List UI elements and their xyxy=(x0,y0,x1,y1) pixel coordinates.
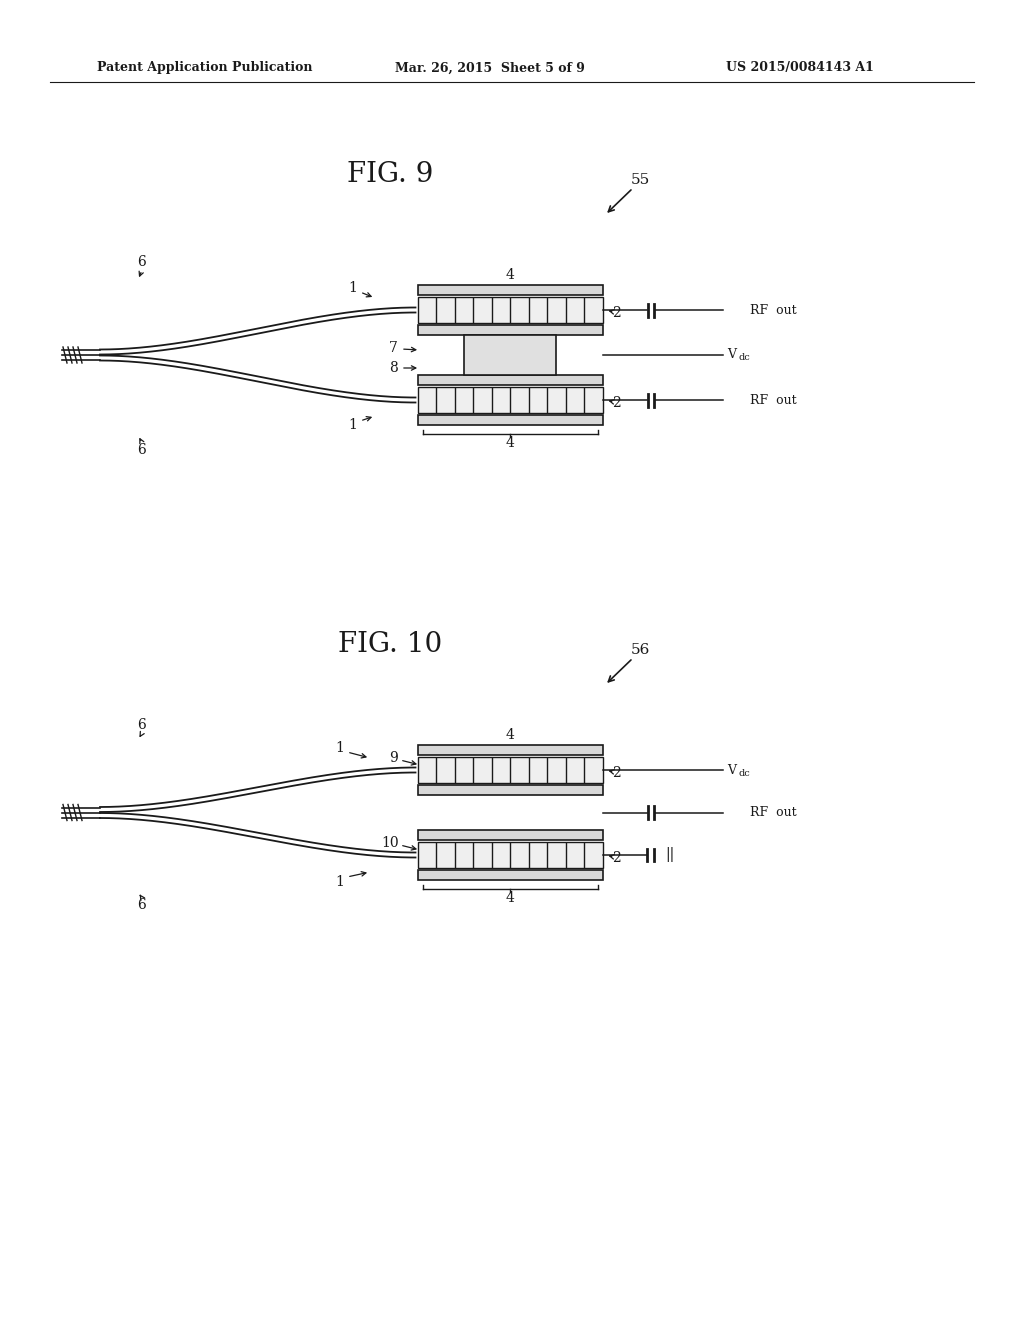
Text: RF  out: RF out xyxy=(751,304,797,317)
Text: V: V xyxy=(727,763,736,776)
Bar xyxy=(418,756,602,783)
Text: FIG. 10: FIG. 10 xyxy=(338,631,442,659)
Text: 6: 6 xyxy=(137,255,146,269)
Bar xyxy=(418,375,602,385)
Text: V: V xyxy=(727,348,736,362)
Text: 2: 2 xyxy=(612,766,621,780)
Text: 1: 1 xyxy=(348,418,357,432)
Text: Patent Application Publication: Patent Application Publication xyxy=(97,62,312,74)
Bar xyxy=(418,325,602,335)
Text: 4: 4 xyxy=(506,729,514,742)
Text: ||: || xyxy=(666,847,675,862)
Text: 55: 55 xyxy=(631,173,649,187)
Bar xyxy=(418,744,602,755)
Text: 9: 9 xyxy=(389,751,397,766)
Bar xyxy=(418,285,602,294)
Text: RF  out: RF out xyxy=(751,393,797,407)
Text: Mar. 26, 2015  Sheet 5 of 9: Mar. 26, 2015 Sheet 5 of 9 xyxy=(395,62,585,74)
Text: US 2015/0084143 A1: US 2015/0084143 A1 xyxy=(726,62,873,74)
Text: 1: 1 xyxy=(336,875,344,888)
Bar xyxy=(418,830,602,840)
Text: RF  out: RF out xyxy=(751,807,797,818)
Text: dc: dc xyxy=(738,354,751,363)
Text: 7: 7 xyxy=(388,341,397,355)
Text: dc: dc xyxy=(738,768,751,777)
Text: 2: 2 xyxy=(612,396,621,411)
Bar xyxy=(418,842,602,869)
Text: FIG. 9: FIG. 9 xyxy=(347,161,433,189)
Text: 6: 6 xyxy=(137,898,146,912)
Text: 4: 4 xyxy=(506,436,514,450)
Bar xyxy=(418,297,602,323)
Text: 8: 8 xyxy=(389,360,397,375)
Text: 1: 1 xyxy=(348,281,357,294)
Bar xyxy=(418,785,602,795)
Text: 2: 2 xyxy=(612,851,621,865)
Bar xyxy=(464,335,556,375)
Bar xyxy=(418,387,602,413)
Text: 1: 1 xyxy=(336,741,344,755)
Bar xyxy=(418,870,602,880)
Text: 4: 4 xyxy=(506,268,514,282)
Text: 6: 6 xyxy=(137,444,146,457)
Text: 56: 56 xyxy=(631,643,649,657)
Text: 6: 6 xyxy=(137,718,146,733)
Text: 10: 10 xyxy=(381,836,398,850)
Text: 2: 2 xyxy=(612,306,621,319)
Text: 4: 4 xyxy=(506,891,514,906)
Bar xyxy=(418,414,602,425)
